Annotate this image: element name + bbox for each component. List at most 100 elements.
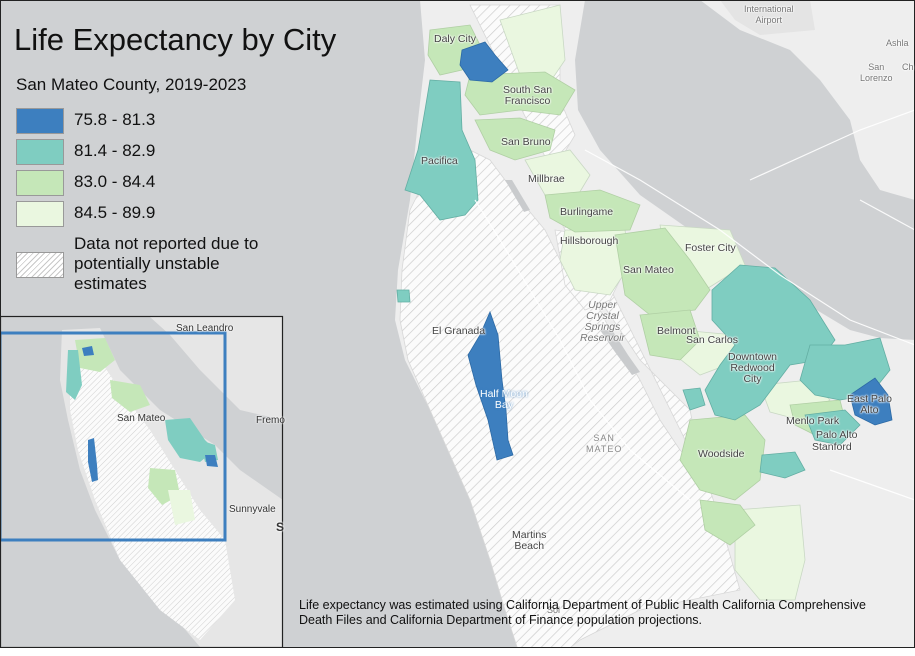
label-upper-crystal-springs-reservoir: Upper Crystal Springs Reservoir bbox=[580, 300, 625, 344]
bottom-strip bbox=[0, 648, 915, 656]
label-burlingame: Burlingame bbox=[560, 206, 614, 218]
label-line: Downtown bbox=[728, 351, 778, 363]
legend-item: 83.0 - 84.4 bbox=[16, 170, 346, 200]
label-el-granada: El Granada bbox=[432, 325, 486, 337]
label-sol: Sol bbox=[547, 605, 561, 615]
inset-label-san-mateo: San Mateo bbox=[117, 413, 166, 424]
legend-label-line: Data not reported due to bbox=[74, 234, 259, 253]
crystal-springs-reservoir bbox=[600, 330, 640, 375]
area-south-sf bbox=[464, 71, 576, 116]
area-san-mateo bbox=[614, 227, 711, 316]
label-martins-beach: Martins Beach bbox=[512, 530, 546, 552]
area-coastside-small bbox=[396, 289, 411, 303]
label-international-airport: International Airport bbox=[744, 4, 794, 26]
inset-light bbox=[168, 490, 195, 525]
label-san-carlos: San Carlos bbox=[686, 334, 738, 346]
legend-item: 81.4 - 82.9 bbox=[16, 139, 346, 169]
area-belmont bbox=[639, 309, 701, 361]
area-stanford-south bbox=[734, 504, 806, 601]
label-line: Lorenzo bbox=[860, 73, 893, 83]
label-east-palo-alto: East Palo Alto bbox=[847, 394, 892, 416]
label-line: Alto bbox=[860, 404, 879, 416]
label-line: International bbox=[744, 4, 794, 14]
area-burlingame bbox=[544, 189, 641, 233]
legend-label: 83.0 - 84.4 bbox=[74, 172, 156, 191]
label-line: Crystal bbox=[586, 310, 619, 322]
area-san-bruno bbox=[474, 117, 556, 161]
legend-item: 75.8 - 81.3 bbox=[16, 108, 346, 138]
label-line: Reservoir bbox=[580, 332, 625, 344]
inset-map bbox=[0, 317, 283, 647]
legend-swatch-hatched bbox=[16, 252, 64, 278]
map-subtitle: San Mateo County, 2019-2023 bbox=[16, 75, 247, 94]
area-pacifica bbox=[404, 79, 479, 221]
label-south-san-francisco: South San Francisco bbox=[503, 85, 552, 107]
inset-label-fremont: Fremo bbox=[256, 415, 285, 426]
label-san-mateo-county: SAN MATEO bbox=[586, 433, 622, 455]
area-redwood-city bbox=[704, 264, 836, 421]
label-line: Airport bbox=[755, 15, 783, 25]
label-line: SAN bbox=[593, 433, 615, 443]
label-hillsborough: Hillsborough bbox=[560, 235, 619, 247]
inset-label-san-leandro: San Leandro bbox=[176, 323, 234, 334]
note-line: Life expectancy was estimated using Cali… bbox=[299, 598, 866, 612]
label-pacifica: Pacifica bbox=[421, 155, 458, 167]
airport-land bbox=[720, 0, 815, 35]
label-line: MATEO bbox=[586, 444, 623, 454]
inset-hatch bbox=[70, 360, 235, 640]
label-half-moon-bay: Half Moon Bay bbox=[480, 389, 528, 411]
inset-green1 bbox=[75, 338, 115, 372]
legend-swatch bbox=[16, 139, 64, 165]
note-line: Death Files and California Department of… bbox=[299, 613, 703, 627]
legend-label: 84.5 - 89.9 bbox=[74, 203, 156, 222]
label-line: San bbox=[868, 62, 885, 72]
legend-label: 81.4 - 82.9 bbox=[74, 141, 156, 160]
road-lines bbox=[474, 109, 915, 501]
legend-swatch bbox=[16, 108, 64, 134]
area-millbrae bbox=[524, 149, 591, 201]
label-line: Upper bbox=[588, 299, 617, 311]
label-millbrae: Millbrae bbox=[528, 173, 565, 185]
area-emerald-hills bbox=[682, 387, 706, 411]
data-source-note: Life expectancy was estimated using Cali… bbox=[299, 598, 866, 628]
label-stanford: Stanford bbox=[812, 441, 852, 453]
label-line: Redwood bbox=[730, 362, 775, 374]
inset-teal-pacifica bbox=[66, 350, 82, 400]
label-line: Martins bbox=[512, 529, 547, 541]
area-woodside bbox=[679, 414, 766, 501]
label-line: Francisco bbox=[504, 95, 551, 107]
area-west-menlo bbox=[759, 451, 806, 479]
legend-swatch bbox=[16, 201, 64, 227]
label-belmont: Belmont bbox=[657, 325, 696, 337]
inset-extent-box bbox=[0, 331, 227, 542]
legend-label-line: potentially unstable bbox=[74, 254, 220, 273]
area-half-moon-bay bbox=[467, 310, 514, 461]
label-foster-city: Foster City bbox=[685, 242, 736, 254]
legend-swatch bbox=[16, 170, 64, 196]
label-line: City bbox=[743, 373, 762, 385]
map-title: Life Expectancy by City bbox=[14, 22, 337, 57]
label-line: Springs bbox=[584, 321, 621, 333]
label-downtown-redwood-city: Downtown Redwood City bbox=[728, 352, 777, 385]
label-woodside: Woodside bbox=[698, 448, 745, 460]
label-line: East Palo bbox=[847, 393, 892, 405]
legend-label: 75.8 - 81.3 bbox=[74, 110, 156, 129]
label-line: Half Moon bbox=[480, 388, 528, 400]
label-palo-alto: Palo Alto bbox=[816, 429, 858, 441]
label-line: Beach bbox=[514, 540, 545, 552]
label-san-mateo: San Mateo bbox=[623, 264, 674, 276]
legend-label-line: estimates bbox=[74, 274, 147, 293]
san-andreas-lake bbox=[505, 180, 530, 212]
label-san-lorenzo: San Lorenzo bbox=[860, 62, 893, 84]
label-ch: Ch bbox=[902, 62, 914, 72]
inset-blue-dalycity bbox=[82, 346, 94, 356]
label-line: Bay bbox=[494, 399, 513, 411]
area-daly-city bbox=[459, 41, 509, 83]
area-south-sf-east bbox=[499, 4, 566, 86]
inset-blue-hmb bbox=[88, 438, 98, 482]
label-ashla: Ashla bbox=[886, 38, 909, 48]
area-menlo-park bbox=[804, 409, 861, 446]
label-line: South San bbox=[503, 84, 553, 96]
label-daly-city: Daly City bbox=[434, 33, 477, 45]
inset-label-sunnyvale: Sunnyvale bbox=[229, 504, 276, 515]
